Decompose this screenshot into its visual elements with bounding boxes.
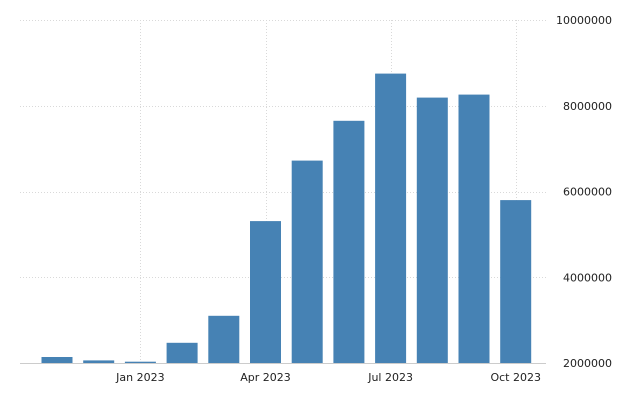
y-tick-label: 4000000	[563, 271, 612, 284]
bar-aug-2023	[416, 97, 448, 363]
y-tick-label: 2000000	[563, 357, 612, 370]
bar-dec-2022	[83, 360, 115, 363]
y-tick-label: 8000000	[563, 100, 612, 113]
x-tick-label: Jan 2023	[115, 371, 164, 384]
x-tick-label: Jul 2023	[367, 371, 413, 384]
bar-feb-2023	[166, 342, 198, 363]
bar-oct-2023	[500, 200, 532, 363]
x-tick-label: Oct 2023	[490, 371, 541, 384]
x-tick-label: Apr 2023	[240, 371, 291, 384]
bar-jan-2023	[124, 361, 156, 363]
bar-nov-2022	[41, 357, 73, 363]
bar-apr-2023	[250, 221, 281, 363]
y-tick-label: 6000000	[563, 186, 612, 199]
bar-sep-2023	[458, 94, 490, 363]
bar-jul-2023	[375, 73, 407, 363]
y-tick-label: 10000000	[556, 14, 612, 27]
bar-mar-2023	[208, 315, 240, 363]
bar-jun-2023	[333, 120, 365, 363]
bar-may-2023	[291, 160, 323, 363]
